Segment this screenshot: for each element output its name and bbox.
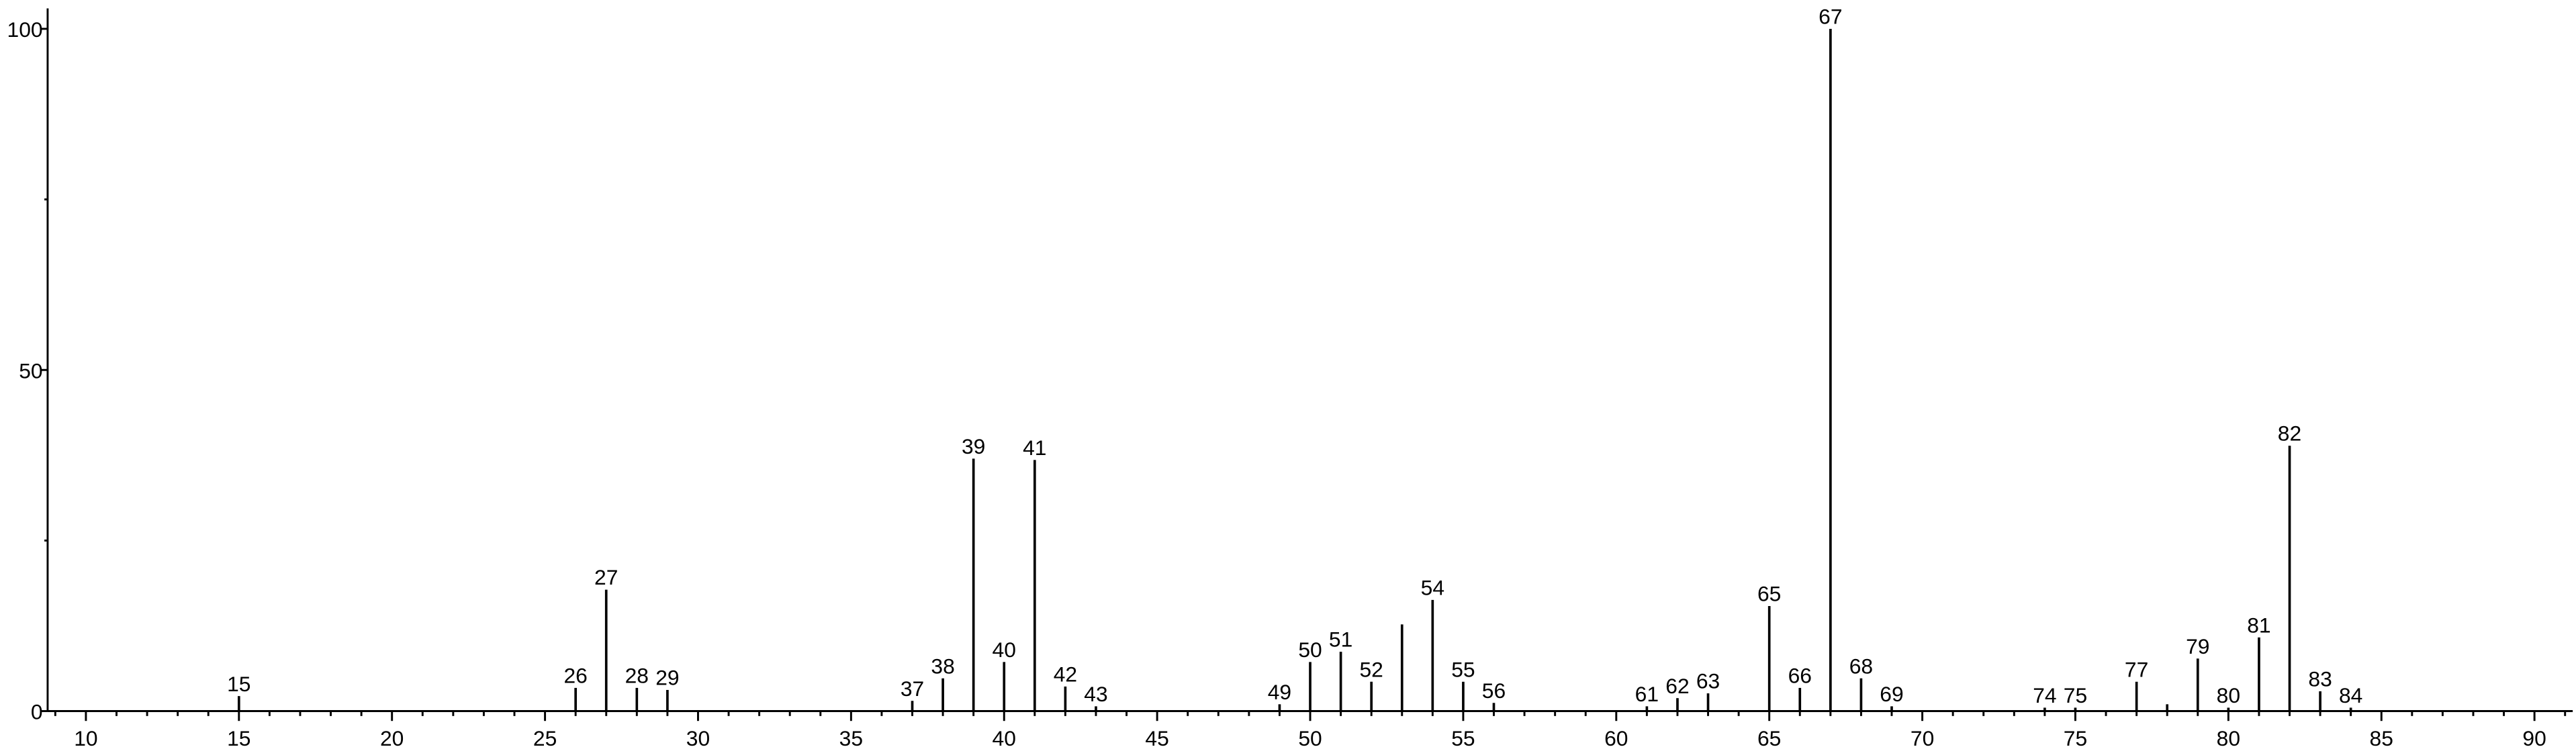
peak-label: 29 — [655, 666, 679, 690]
peak-label: 67 — [1819, 5, 1842, 29]
peak-label: 39 — [962, 434, 985, 458]
peak-label: 51 — [1329, 628, 1352, 652]
y-tick-label: 0 — [31, 700, 43, 724]
peak-label: 27 — [594, 565, 618, 589]
peak-label: 84 — [2339, 683, 2362, 707]
x-tick-label: 10 — [74, 726, 97, 749]
x-tick-label: 65 — [1757, 726, 1781, 749]
peak-label: 42 — [1054, 662, 1077, 687]
peak-label: 83 — [2308, 667, 2332, 691]
x-tick-label: 35 — [839, 726, 863, 749]
x-tick-label: 50 — [1298, 726, 1322, 749]
peak-label: 66 — [1788, 664, 1812, 688]
peak-label: 43 — [1084, 682, 1107, 706]
x-tick-label: 75 — [2064, 726, 2087, 749]
peak-label: 82 — [2278, 421, 2301, 446]
peak-label: 56 — [1482, 679, 1506, 703]
peak-label: 75 — [2064, 683, 2087, 707]
x-tick-label: 80 — [2217, 726, 2240, 749]
x-tick-label: 60 — [1604, 726, 1628, 749]
peak-label: 28 — [625, 664, 649, 688]
peak-label: 77 — [2125, 657, 2148, 681]
peak-label: 54 — [1421, 575, 1444, 599]
peak-label: 40 — [993, 638, 1016, 662]
x-tick-label: 25 — [533, 726, 557, 749]
peak-label: 63 — [1696, 669, 1720, 693]
peak-label: 38 — [931, 654, 954, 678]
x-tick-label: 20 — [380, 726, 404, 749]
x-tick-label: 85 — [2370, 726, 2393, 749]
x-tick-label: 70 — [1911, 726, 1934, 749]
peak-label: 81 — [2247, 613, 2270, 637]
y-tick-label: 100 — [7, 17, 43, 42]
peak-label: 74 — [2033, 683, 2056, 707]
y-tick-label: 50 — [19, 358, 42, 383]
x-tick-label: 90 — [2522, 726, 2546, 749]
x-tick-label: 55 — [1451, 726, 1475, 749]
peak-label: 69 — [1880, 682, 1903, 706]
peak-label: 15 — [227, 672, 250, 696]
peak-label: 49 — [1268, 680, 1291, 704]
peak-label: 41 — [1023, 436, 1046, 460]
x-tick-label: 15 — [227, 726, 250, 749]
x-tick-label: 40 — [993, 726, 1016, 749]
peak-label: 79 — [2186, 634, 2209, 658]
peak-label: 55 — [1451, 657, 1475, 681]
peak-label: 50 — [1298, 638, 1322, 662]
x-tick-label: 30 — [686, 726, 710, 749]
peak-label: 61 — [1635, 682, 1659, 706]
peak-label: 26 — [563, 664, 587, 688]
peak-label: 37 — [901, 677, 924, 701]
peak-label: 80 — [2217, 683, 2240, 707]
x-tick-label: 45 — [1145, 726, 1168, 749]
peak-label: 65 — [1757, 582, 1781, 606]
peak-label: 68 — [1849, 654, 1873, 678]
peak-label: 52 — [1359, 657, 1383, 681]
peak-label: 62 — [1665, 674, 1689, 698]
